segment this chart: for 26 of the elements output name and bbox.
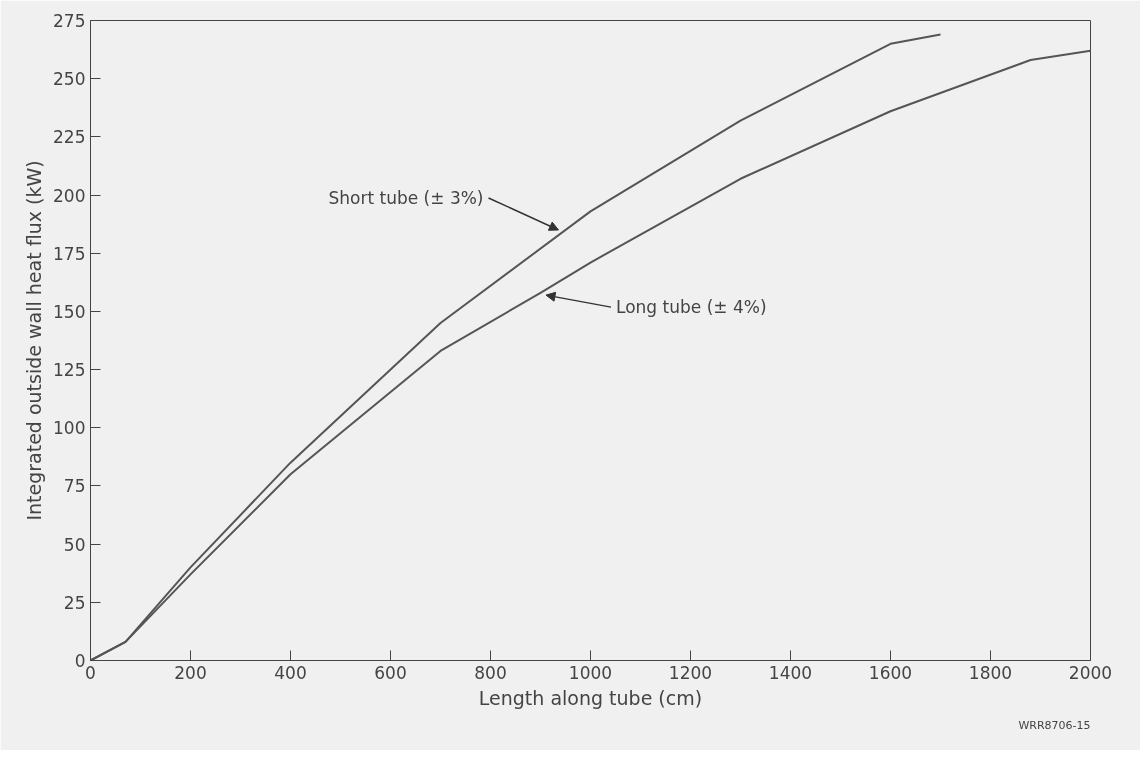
y-axis-title: Integrated outside wall heat flux (kW): [23, 160, 46, 521]
x-tick-label: 400: [274, 662, 307, 683]
y-tick-label: 25: [63, 592, 86, 613]
y-tick-label: 250: [53, 69, 86, 90]
x-tick-label: 1400: [768, 662, 813, 683]
text: WRR8706-15: [1018, 718, 1091, 732]
y-tick-label: 225: [53, 127, 86, 148]
y-tick-label: 75: [63, 476, 86, 497]
x-tick-label: 1000: [568, 662, 613, 683]
y-tick-label: 275: [53, 11, 86, 31]
x-axis-title: Length along tube (cm): [478, 686, 703, 709]
y-tick-label: 175: [53, 243, 86, 264]
y-tick-label: 50: [63, 534, 86, 555]
y-tick-label: 125: [53, 360, 86, 381]
x-tick-label: 800: [474, 662, 507, 683]
x-tick-label: 1600: [868, 662, 913, 683]
x-tick-label: 2000: [1068, 662, 1113, 683]
x-tick-label: 1800: [968, 662, 1013, 683]
y-tick-label: 200: [53, 185, 86, 206]
annotation: Long tube (± 4%): [616, 297, 767, 318]
x-tick-label: 200: [174, 662, 207, 683]
y-tick-label: 100: [53, 418, 86, 439]
annotation: Short tube (± 3%): [328, 187, 484, 208]
x-tick-label: 600: [374, 662, 407, 683]
y-tick-label: 150: [53, 301, 86, 322]
x-tick-label: 1200: [668, 662, 713, 683]
